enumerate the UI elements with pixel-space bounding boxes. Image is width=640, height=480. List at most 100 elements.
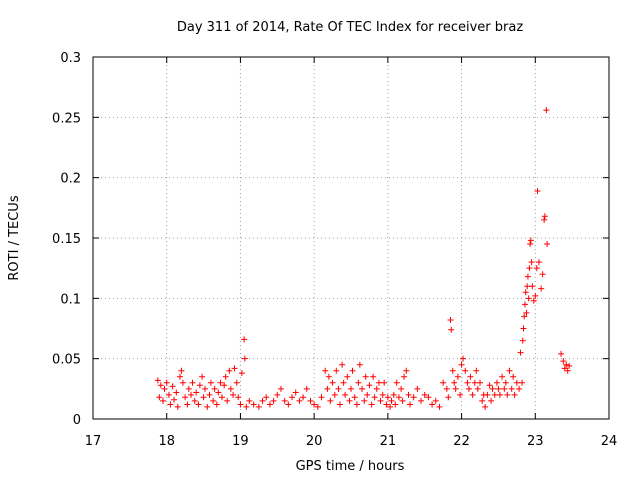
data-point-marker: [390, 391, 397, 398]
data-point-marker: [237, 401, 244, 408]
data-point-marker: [329, 379, 336, 386]
data-point-marker: [395, 394, 402, 401]
data-point-marker: [521, 301, 528, 308]
data-point-marker: [538, 285, 545, 292]
data-point-marker: [200, 394, 207, 401]
data-point-marker: [387, 403, 394, 410]
data-point-marker: [339, 361, 346, 368]
data-point-marker: [263, 394, 270, 401]
data-point-marker: [489, 385, 496, 392]
data-point-marker: [527, 241, 534, 248]
data-point-marker: [563, 361, 570, 368]
data-point-marker: [443, 385, 450, 392]
data-point-marker: [564, 367, 571, 374]
data-point-marker: [379, 391, 386, 398]
plot-frame: [92, 56, 610, 420]
data-point-marker: [425, 394, 432, 401]
data-point-marker: [222, 373, 229, 380]
data-point-marker: [359, 385, 366, 392]
data-point-marker: [296, 397, 303, 404]
x-tick-label: 23: [527, 434, 544, 449]
data-point-marker: [207, 379, 214, 386]
data-point-marker: [346, 397, 353, 404]
data-point-marker: [381, 379, 388, 386]
data-point-marker: [362, 373, 369, 380]
data-point-marker: [467, 373, 474, 380]
data-point-marker: [525, 295, 532, 302]
y-tick-labels: 0 0.05 0.1 0.15 0.2 0.25 0.3: [52, 51, 81, 428]
data-point-marker: [519, 337, 526, 344]
data-point-marker: [366, 382, 373, 389]
data-point-marker: [277, 385, 284, 392]
data-point-marker: [224, 397, 231, 404]
data-point-marker: [185, 385, 192, 392]
data-point-marker: [325, 373, 332, 380]
data-point-marker: [529, 283, 536, 290]
x-tick-label: 22: [453, 434, 470, 449]
data-point-marker: [355, 379, 362, 386]
data-point-marker: [436, 403, 443, 410]
data-point-marker: [327, 397, 334, 404]
data-point-marker: [541, 213, 548, 220]
data-point-marker: [469, 391, 476, 398]
data-point-marker: [521, 313, 528, 320]
data-point-marker: [331, 391, 338, 398]
data-point-marker: [241, 355, 248, 362]
data-point-marker: [210, 397, 217, 404]
data-point-marker: [300, 394, 307, 401]
data-point-marker: [318, 394, 325, 401]
data-point-marker: [539, 271, 546, 278]
data-point-marker: [204, 403, 211, 410]
data-point-marker: [324, 385, 331, 392]
data-point-marker: [519, 379, 526, 386]
data-point-marker: [482, 403, 489, 410]
data-point-marker: [566, 362, 573, 369]
data-point-marker: [189, 379, 196, 386]
x-tick-label: 24: [601, 434, 618, 449]
data-point-marker: [322, 367, 329, 374]
data-point-marker: [161, 385, 168, 392]
data-point-marker: [227, 385, 234, 392]
y-tick-label: 0.1: [60, 292, 81, 307]
data-point-marker: [231, 365, 238, 372]
data-point-marker: [527, 237, 534, 244]
data-point-marker: [522, 289, 529, 296]
data-point-marker: [493, 379, 500, 386]
x-tick-label: 19: [232, 434, 249, 449]
data-point-marker: [398, 385, 405, 392]
data-point-marker: [333, 367, 340, 374]
data-point-marker: [488, 397, 495, 404]
axis-ticks: [92, 56, 610, 420]
data-point-marker: [401, 373, 408, 380]
data-point-marker: [195, 401, 202, 408]
data-point-marker: [215, 389, 222, 396]
data-point-marker: [173, 389, 180, 396]
data-point-marker: [460, 355, 467, 362]
data-point-marker: [502, 379, 509, 386]
data-point-marker: [535, 259, 542, 266]
data-point-marker: [479, 397, 486, 404]
data-point-marker: [524, 273, 531, 280]
data-point-marker: [383, 401, 390, 408]
data-point-marker: [307, 397, 314, 404]
data-point-marker: [517, 349, 524, 356]
data-point-marker: [241, 336, 248, 343]
data-point-marker: [179, 379, 186, 386]
data-point-marker: [368, 401, 375, 408]
data-point-marker: [448, 326, 455, 333]
data-point-marker: [454, 373, 461, 380]
data-point-marker: [473, 367, 480, 374]
grid-lines: [93, 57, 609, 419]
data-point-marker: [285, 401, 292, 408]
data-point-marker: [335, 385, 342, 392]
data-point-marker: [403, 367, 410, 374]
data-point-marker: [163, 379, 170, 386]
data-point-marker: [526, 265, 533, 272]
data-point-marker: [176, 373, 183, 380]
data-point-marker: [233, 379, 240, 386]
data-point-marker: [449, 367, 456, 374]
data-point-marker: [511, 391, 518, 398]
data-point-marker: [281, 397, 288, 404]
x-tick-labels: 17 18 19 20 21 22 23 24: [85, 434, 618, 449]
